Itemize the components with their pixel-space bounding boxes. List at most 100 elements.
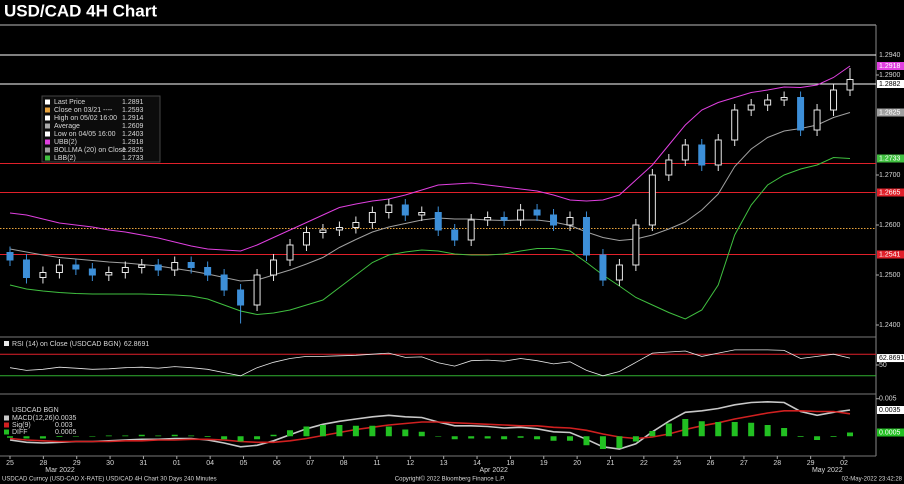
level-label: 1.2940 bbox=[879, 52, 901, 59]
legend-label: MACD(12,26) bbox=[12, 415, 55, 422]
series-tag: 0.0005 bbox=[877, 428, 904, 437]
diff-bar bbox=[797, 436, 804, 437]
diff-bar bbox=[665, 423, 672, 437]
diff-bar bbox=[188, 435, 195, 437]
candle-body bbox=[797, 97, 805, 131]
candle-body bbox=[550, 214, 558, 226]
legend-label: Close on 03/21 ---- bbox=[54, 107, 113, 114]
legend-swatch bbox=[45, 107, 50, 113]
series-tag: 1.2918 bbox=[877, 62, 904, 70]
x-tick-label: 25 bbox=[6, 460, 14, 467]
diff-bar bbox=[352, 425, 359, 437]
tag-bg bbox=[877, 354, 904, 363]
candle-body bbox=[55, 264, 63, 273]
legend-value: 1.2403 bbox=[122, 131, 144, 138]
panel-label-text: RSI (14) on Close (USDCAD BGN) bbox=[12, 341, 121, 348]
level-tag: 1.2541 bbox=[877, 250, 904, 259]
legend-swatch bbox=[45, 147, 50, 153]
series-tag: 62.8691 bbox=[877, 354, 904, 363]
diff-bar bbox=[23, 436, 30, 439]
candle-body bbox=[270, 259, 278, 276]
candle-body bbox=[401, 204, 409, 216]
candle-body bbox=[813, 109, 821, 131]
candle-body bbox=[237, 289, 245, 306]
diff-bar bbox=[270, 434, 277, 437]
x-tick-label: 29 bbox=[807, 460, 815, 467]
level-tag: 1.2882 bbox=[877, 80, 904, 88]
diff-bar bbox=[468, 436, 475, 439]
x-tick-label: 08 bbox=[340, 460, 348, 467]
legend-value: 1.2891 bbox=[122, 99, 144, 106]
candle-body bbox=[171, 262, 179, 271]
diff-bar bbox=[583, 436, 590, 446]
legend-box bbox=[41, 95, 161, 163]
x-tick-label: 25 bbox=[673, 460, 681, 467]
candle-body bbox=[434, 212, 442, 231]
series-tag: 1.2825 bbox=[877, 108, 904, 117]
legend-label: High on 05/02 16:00 bbox=[54, 115, 117, 122]
band-line bbox=[9, 65, 851, 252]
diff-bar bbox=[402, 429, 409, 437]
diff-bar bbox=[336, 425, 343, 437]
x-tick-label: 28 bbox=[39, 460, 47, 467]
month-label: Apr 2022 bbox=[480, 467, 509, 474]
diff-bar bbox=[847, 432, 853, 437]
legend-label: Sig(9) bbox=[12, 422, 31, 429]
footer-center: Copyright© 2022 Bloomberg Finance L.P. bbox=[395, 476, 506, 483]
legend-swatch bbox=[45, 123, 50, 129]
diff-bar bbox=[171, 434, 178, 437]
y-tick-label: 1.2500 bbox=[879, 272, 901, 279]
legend-value: 1.2609 bbox=[122, 123, 144, 130]
tag-bg bbox=[877, 188, 904, 197]
x-tick-label: 29 bbox=[73, 460, 81, 467]
diff-bar bbox=[715, 422, 722, 437]
legend-value: 0.0005 bbox=[55, 429, 77, 436]
diff-bar bbox=[484, 436, 491, 439]
diff-bar bbox=[567, 436, 573, 441]
candle-body bbox=[648, 174, 656, 226]
x-tick-label: 22 bbox=[640, 460, 648, 467]
candle-body bbox=[582, 217, 590, 256]
diff-bar bbox=[89, 436, 96, 437]
legend-label: BOLLMA (20) on Close bbox=[54, 147, 126, 154]
legend-label: Last Price bbox=[54, 99, 85, 106]
candle-body bbox=[204, 267, 212, 276]
x-tick-label: 26 bbox=[707, 460, 715, 467]
series-tag-label: 1.2918 bbox=[879, 63, 901, 70]
legend-label: UBB(2) bbox=[54, 139, 77, 146]
diff-bar bbox=[435, 436, 442, 437]
x-tick-label: 11 bbox=[373, 460, 380, 467]
legend-label: Average bbox=[54, 123, 80, 130]
legend-value: 1.2914 bbox=[122, 115, 144, 122]
band-line bbox=[9, 112, 851, 282]
candle-body bbox=[665, 159, 673, 176]
x-tick-label: 28 bbox=[773, 460, 781, 467]
candle-body bbox=[517, 209, 525, 221]
candle-body bbox=[467, 219, 475, 241]
legend-swatch bbox=[45, 155, 50, 161]
tag-bg bbox=[877, 62, 904, 70]
diff-bar bbox=[748, 422, 755, 437]
y-tick-label: 0.005 bbox=[879, 396, 897, 403]
series-tag: 0.0035 bbox=[877, 406, 904, 414]
candle-body bbox=[747, 104, 755, 111]
month-label: Mar 2022 bbox=[45, 467, 75, 474]
diff-bar bbox=[550, 436, 557, 441]
diff-bar bbox=[830, 436, 837, 437]
diff-bar bbox=[303, 426, 310, 437]
series-tag-label: 62.8691 bbox=[879, 355, 904, 362]
diff-bar bbox=[616, 436, 623, 449]
series-tag-label: 0.0035 bbox=[879, 407, 901, 414]
diff-bar bbox=[814, 436, 821, 440]
legend-swatch bbox=[45, 131, 50, 137]
legend-swatch bbox=[45, 115, 50, 121]
diff-bar bbox=[385, 426, 392, 437]
candle-body bbox=[451, 229, 459, 241]
diff-bar bbox=[122, 435, 129, 437]
diff-bar bbox=[682, 419, 689, 437]
macd-line bbox=[9, 410, 851, 444]
diff-bar bbox=[7, 436, 13, 438]
legend-value: 1.2918 bbox=[122, 139, 144, 146]
diff-bar bbox=[287, 430, 293, 437]
